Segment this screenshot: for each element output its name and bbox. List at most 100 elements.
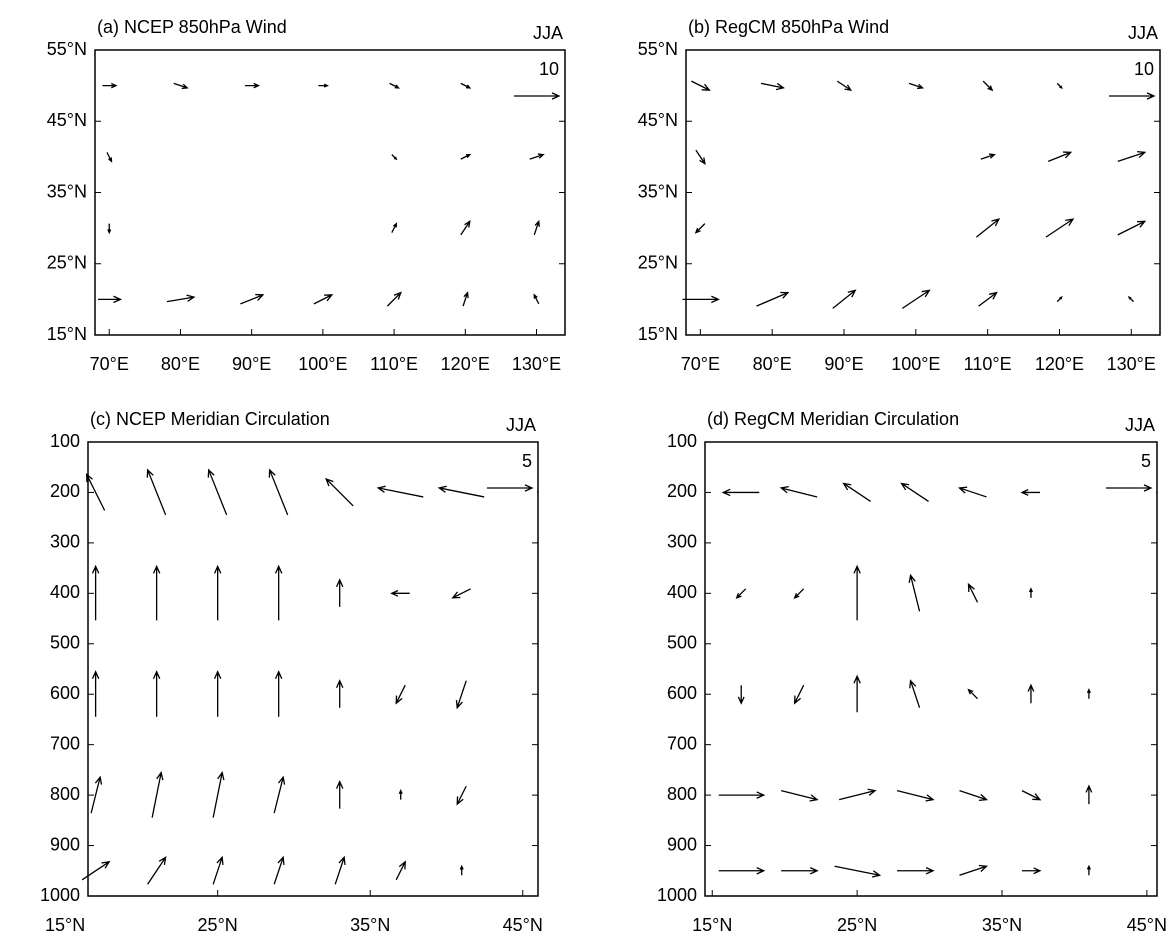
x-tick-label: 80°E <box>161 354 200 374</box>
x-tick-label: 70°E <box>90 354 129 374</box>
wind-vector <box>1085 784 1093 805</box>
wind-vector <box>781 789 819 802</box>
wind-vector <box>853 564 861 621</box>
season-label: JJA <box>1125 415 1155 435</box>
wind-vector <box>102 82 118 89</box>
plot-frame <box>87 441 539 897</box>
wind-vector <box>244 82 261 89</box>
x-tick-label: 130°E <box>512 354 561 374</box>
season-label: JJA <box>533 23 563 43</box>
y-tick-label: 200 <box>50 481 80 501</box>
wind-vector <box>897 867 935 875</box>
x-tick-label: 110°E <box>964 354 1012 374</box>
wind-vector <box>721 488 760 497</box>
y-tick-label: 400 <box>667 582 697 602</box>
y-tick-label: 100 <box>50 431 80 451</box>
reference-value: 5 <box>522 451 532 471</box>
wind-vector <box>909 679 921 708</box>
y-tick-label: 1000 <box>657 885 697 905</box>
wind-vector <box>760 82 785 91</box>
wind-vector <box>735 588 747 599</box>
wind-vector <box>901 289 931 309</box>
y-tick-label: 15°N <box>638 324 678 344</box>
y-tick-label: 55°N <box>638 39 678 59</box>
reference-value: 5 <box>1141 451 1151 471</box>
y-tick-label: 100 <box>667 431 697 451</box>
wind-vector <box>982 80 994 92</box>
reference-vector <box>1106 484 1153 492</box>
wind-vector <box>390 589 410 597</box>
y-tick-label: 1000 <box>40 885 80 905</box>
wind-vector <box>779 485 818 498</box>
y-tick-label: 300 <box>667 532 697 552</box>
wind-vector <box>1086 864 1091 876</box>
wind-vector <box>1021 790 1042 801</box>
y-tick-label: 45°N <box>47 110 87 130</box>
wind-vector <box>268 468 289 516</box>
wind-vector <box>460 220 471 236</box>
wind-vector <box>908 573 921 612</box>
reference-value: 10 <box>539 59 559 79</box>
x-tick-label: 100°E <box>891 354 940 374</box>
wind-vector <box>718 791 766 799</box>
wind-vector <box>334 855 346 885</box>
wind-vector <box>529 153 545 160</box>
wind-vector <box>213 564 222 621</box>
y-tick-label: 800 <box>50 784 80 804</box>
reference-vector <box>1109 92 1156 100</box>
y-tick-label: 500 <box>50 633 80 653</box>
wind-vector <box>793 684 805 705</box>
wind-vector <box>1047 151 1073 162</box>
wind-vector <box>1086 688 1091 699</box>
wind-vector <box>240 293 265 305</box>
wind-vector <box>1045 218 1075 238</box>
y-tick-label: 900 <box>50 834 80 854</box>
wind-vector <box>682 295 720 304</box>
x-tick-label: 15°N <box>692 915 732 935</box>
wind-vector <box>389 82 401 89</box>
y-tick-label: 900 <box>667 834 697 854</box>
wind-vector <box>1056 296 1063 303</box>
wind-vector <box>456 785 467 806</box>
wind-vector <box>274 564 283 621</box>
wind-vector <box>793 588 805 599</box>
wind-vector <box>460 153 472 160</box>
y-tick-label: 500 <box>667 633 697 653</box>
x-tick-label: 100°E <box>298 354 347 374</box>
wind-vector <box>1056 82 1063 89</box>
wind-vector <box>451 588 472 599</box>
x-tick-label: 130°E <box>1107 354 1156 374</box>
panel-title: (a) NCEP 850hPa Wind <box>97 17 287 37</box>
wind-vector <box>533 219 540 236</box>
wind-vector <box>694 223 706 234</box>
wind-vector <box>151 771 164 818</box>
wind-vector <box>273 775 286 814</box>
wind-vector <box>212 771 225 818</box>
panel-title: (d) RegCM Meridian Circulation <box>707 409 959 429</box>
wind-vector <box>838 788 877 801</box>
wind-vector <box>166 294 196 303</box>
reference-box <box>1100 443 1156 498</box>
plot-frame <box>94 49 566 336</box>
y-tick-label: 400 <box>50 582 80 602</box>
reference-vector <box>487 484 534 492</box>
x-tick-label: 45°N <box>503 915 543 935</box>
wind-vector <box>958 486 987 498</box>
x-tick-label: 90°E <box>824 354 863 374</box>
panel-title: (b) RegCM 850hPa Wind <box>688 17 889 37</box>
wind-vector <box>842 482 871 502</box>
wind-vector <box>533 293 540 305</box>
wind-vector <box>967 688 978 700</box>
wind-vector <box>273 855 285 885</box>
wind-vector <box>213 670 222 717</box>
x-tick-label: 120°E <box>441 354 490 374</box>
x-tick-label: 110°E <box>370 354 418 374</box>
wind-vector <box>318 83 329 88</box>
reference-vector <box>514 92 561 100</box>
reference-box <box>481 443 537 498</box>
y-tick-label: 25°N <box>47 253 87 273</box>
y-tick-label: 700 <box>667 733 697 753</box>
wind-vector <box>395 860 406 881</box>
